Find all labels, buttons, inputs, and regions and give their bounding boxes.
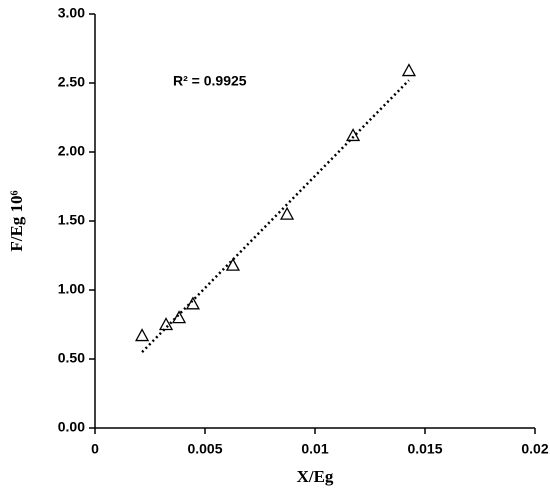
data-point <box>185 296 200 310</box>
y-tick-label: 1.50 <box>58 212 85 228</box>
data-point <box>158 317 174 331</box>
x-tick-label: 0.015 <box>407 441 442 457</box>
x-tick-label: 0 <box>91 441 99 457</box>
annotation: R² = 0.9925 <box>173 73 247 89</box>
y-tick-label: 0.50 <box>58 350 85 366</box>
data-point <box>279 206 295 220</box>
y-tick-label: 0.00 <box>58 419 85 435</box>
x-axis-label: X/Eg <box>297 467 334 486</box>
data-point <box>225 257 241 271</box>
y-tick-label: 3.00 <box>58 5 85 21</box>
data-point <box>171 310 187 324</box>
trendline <box>141 79 410 353</box>
data-point <box>345 128 361 142</box>
data-point <box>134 328 150 342</box>
x-tick-label: 0.005 <box>187 441 222 457</box>
y-tick-label: 2.00 <box>58 143 85 159</box>
data-point <box>401 63 417 77</box>
x-tick-label: 0.01 <box>301 441 328 457</box>
y-axis-label: F/Eg 10⁶ <box>7 190 26 251</box>
y-tick-label: 1.00 <box>58 281 85 297</box>
y-tick-label: 2.50 <box>58 74 85 90</box>
x-tick-label: 0.02 <box>521 441 548 457</box>
